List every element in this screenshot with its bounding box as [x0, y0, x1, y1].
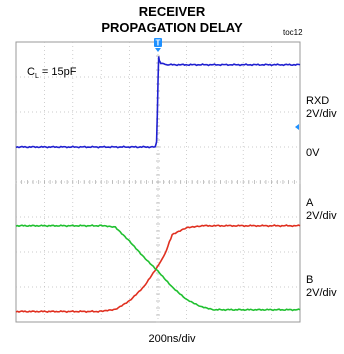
figure-id: toc12 [283, 28, 303, 37]
cap-value: = 15pF [38, 66, 77, 78]
b-channel-name: B [306, 274, 314, 286]
series-rxd-trace [15, 56, 301, 149]
series-b-trace [15, 224, 301, 312]
trigger-marker-arrow [155, 48, 161, 52]
a-channel-scale: 2V/div [306, 210, 337, 222]
cap-subscript: L [34, 73, 39, 81]
a-channel-name: A [306, 197, 314, 209]
level-marker-icon [295, 124, 299, 130]
chart-title-line2: PROPAGATION DELAY [101, 20, 243, 35]
chart-title-line1: RECEIVER [138, 4, 206, 19]
trigger-marker-label: T [156, 39, 161, 48]
series-a-trace [15, 224, 301, 314]
b-channel-scale: 2V/div [306, 287, 337, 299]
rxd-channel-name: RXD [306, 95, 330, 107]
trigger-marker [154, 38, 162, 47]
rxd-channel-scale: 2V/div [306, 108, 337, 120]
zero-reference-label: 0V [306, 147, 320, 159]
cap-prefix: C [27, 66, 35, 78]
x-axis-label: 200ns/div [148, 333, 196, 345]
capacitance-annotation: CL = 15pF [27, 66, 76, 80]
